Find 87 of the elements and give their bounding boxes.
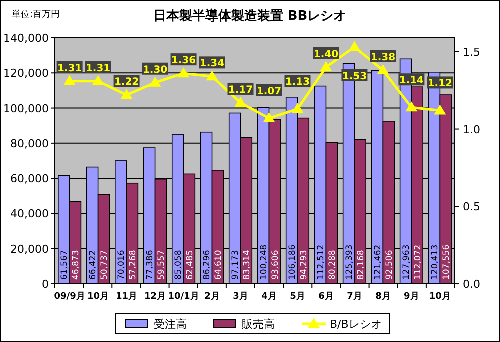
point [320, 61, 332, 72]
data-label: 1.53 [342, 71, 368, 82]
data-label: 97,173 [231, 250, 242, 280]
point [377, 64, 390, 74]
data-label: 57,268 [128, 250, 138, 280]
x-tick-label: 4月 [262, 291, 277, 302]
point [406, 102, 418, 112]
data-label: 100,248 [260, 244, 270, 280]
y-tick-label: 40,000 [10, 208, 49, 221]
data-label: 93,606 [270, 250, 281, 280]
y-tick-label: 100,000 [4, 102, 49, 116]
data-label: 85,058 [174, 250, 184, 280]
x-tick-label: 10/1月 [168, 291, 200, 302]
x-tick-label: 7月 [347, 291, 362, 302]
x-tick-label: 5月 [290, 291, 306, 302]
data-label: 1.38 [370, 52, 396, 64]
text: 単位:百万円 [12, 9, 60, 20]
legend-label: 受注高 [154, 318, 187, 331]
y2-tick-label: 1.5 [463, 46, 480, 59]
point [178, 68, 190, 78]
y-tick-label: 60,000 [10, 172, 49, 186]
data-label: 112,072 [413, 244, 424, 280]
x-tick-label: 11月 [116, 291, 138, 302]
legend-label: 販売高 [242, 318, 275, 331]
data-label: 83,314 [242, 250, 252, 280]
point [92, 75, 104, 86]
point [348, 41, 361, 52]
x-tick-label: 10月 [429, 291, 451, 302]
data-label: 1.40 [314, 49, 339, 60]
y2-tick-label: 1.0 [463, 123, 480, 136]
data-label: 1.31 [57, 63, 82, 74]
data-label: 1.31 [86, 63, 111, 74]
data-label: 86,296 [202, 250, 213, 280]
legend-label: B/Bレシオ [330, 318, 382, 331]
point [292, 103, 304, 114]
data-label: 59,557 [156, 250, 167, 280]
y2-tick-label: 0.5 [463, 200, 480, 214]
point [149, 76, 162, 87]
data-label: 94,293 [299, 250, 310, 280]
data-label: 46,873 [72, 250, 82, 280]
data-label: 125,393 [345, 244, 356, 280]
data-label: 1.07 [256, 86, 282, 98]
chart-title: 日本製半導体製造装置 BBレシオ [153, 8, 347, 24]
data-label: 1.14 [399, 76, 424, 87]
data-label: 1.13 [285, 77, 310, 88]
data-label: 1.22 [114, 77, 140, 88]
x-tick-label: 3月 [233, 291, 248, 302]
data-label: 1.17 [228, 84, 254, 96]
x-tick-label: 2月 [204, 291, 220, 302]
data-label: 80,288 [328, 250, 338, 280]
data-label: 77,386 [146, 250, 156, 280]
point [206, 70, 218, 81]
data-label: 66,422 [88, 250, 99, 280]
y-tick-label: 20,000 [10, 242, 49, 256]
data-label: 50,737 [100, 250, 110, 280]
data-label: 120,413 [430, 244, 440, 280]
point [263, 112, 276, 122]
data-label: 1.30 [142, 64, 168, 76]
data-label: 61,567 [60, 250, 70, 280]
data-label: 107,556 [442, 244, 452, 280]
x-tick-label: 12月 [144, 291, 166, 302]
point [434, 104, 446, 115]
y2-tick-label: 0.0 [463, 278, 480, 291]
x-tick-label: 9月 [404, 291, 420, 302]
data-label: 1.36 [171, 56, 196, 67]
data-label: 121,462 [374, 244, 384, 280]
point [234, 96, 247, 107]
y-tick-label: 80,000 [10, 137, 49, 150]
data-label: 1.34 [200, 58, 225, 70]
data-label: 1.12 [428, 78, 453, 90]
x-tick-label: 8月 [376, 291, 391, 302]
x-tick-label: 10月 [88, 291, 110, 302]
point [64, 75, 76, 86]
x-tick-label: 6月 [318, 291, 334, 302]
data-label: 127,963 [402, 244, 412, 280]
x-tick-label: 09/9月 [54, 291, 86, 302]
y-tick-label: 120,000 [4, 67, 49, 80]
data-label: 92,506 [384, 250, 395, 280]
data-label: 106,186 [288, 244, 298, 280]
data-label: 64,610 [214, 250, 224, 280]
y-tick-label: 0 [42, 278, 49, 291]
y-tick-label: 140,000 [4, 32, 49, 45]
point [120, 89, 133, 100]
data-label: 70,016 [117, 250, 128, 280]
data-label: 62,485 [185, 250, 196, 280]
data-label: 82,168 [356, 250, 366, 280]
data-label: 112,512 [316, 244, 327, 280]
